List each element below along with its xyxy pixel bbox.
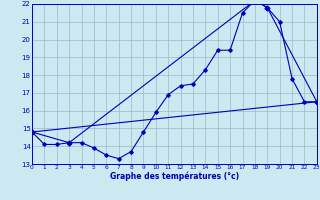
X-axis label: Graphe des températures (°c): Graphe des températures (°c) <box>110 172 239 181</box>
